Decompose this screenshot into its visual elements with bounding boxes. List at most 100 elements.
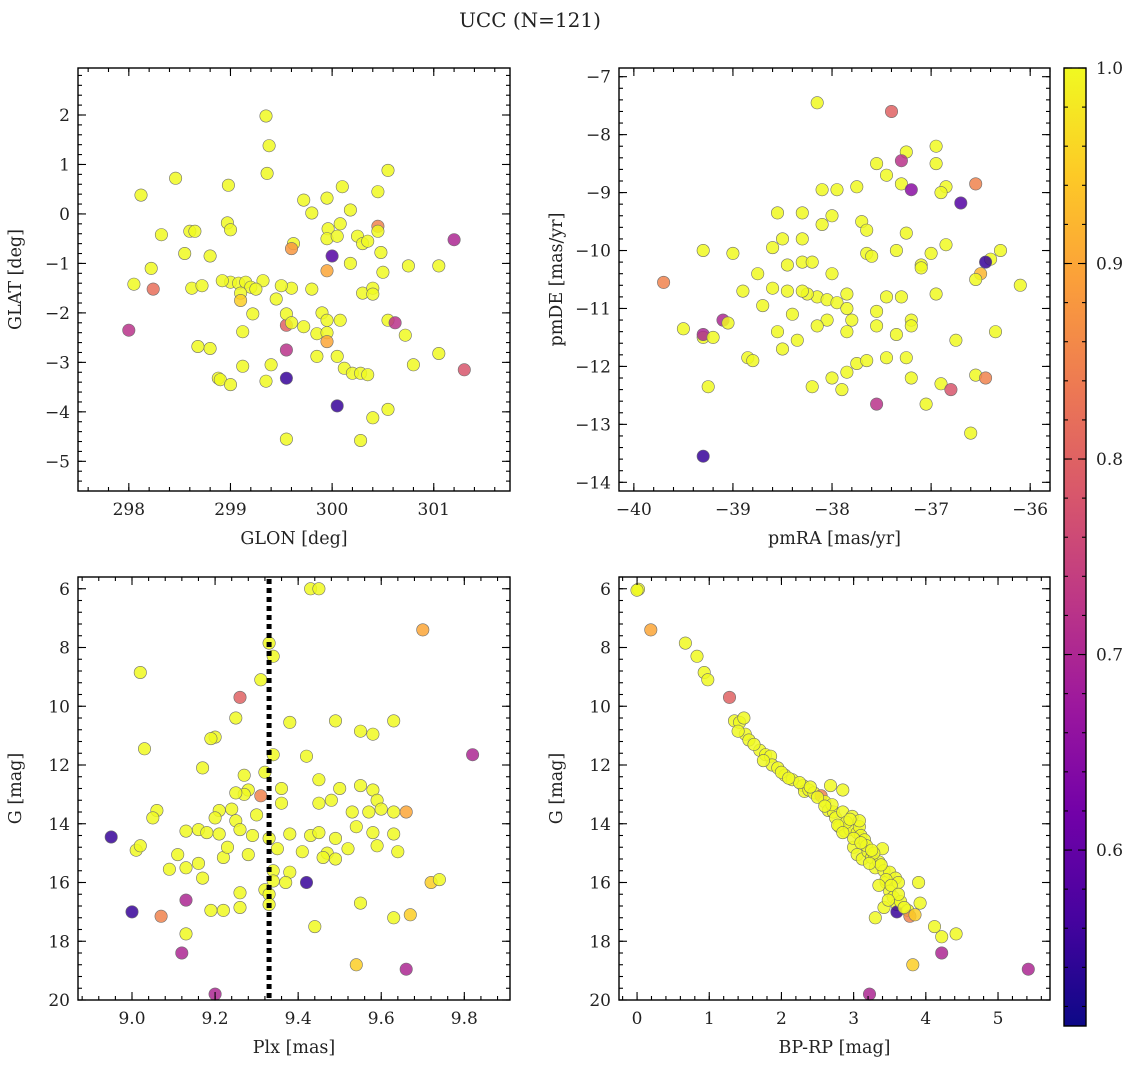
y-axis-label: G [mag] [6,753,26,824]
data-point [934,377,948,391]
data-point [870,304,884,318]
data-point [387,714,401,728]
data-point [949,333,963,347]
data-point [818,799,832,813]
data-point [836,826,850,840]
data-point [224,378,238,392]
data-point [284,316,298,330]
y-tick-label: −12 [575,357,611,377]
data-point [979,255,993,269]
data-point [785,307,799,321]
data-point [388,316,402,330]
data-point [299,749,313,763]
data-point [122,323,136,337]
data-point [196,761,210,775]
data-point [308,920,322,934]
data-point [949,927,963,941]
axes-frame [77,67,511,492]
data-point [216,903,230,917]
data-point [894,290,908,304]
x-tick-label: 300 [316,500,348,520]
y-tick-label: 6 [600,580,611,600]
data-point [146,811,160,825]
data-point [333,217,347,231]
data-point [904,319,918,333]
data-point [840,287,854,301]
data-point [865,843,879,857]
x-tick-label: 3 [848,1009,859,1029]
data-point [191,339,205,353]
x-tick-label: 1 [704,1009,715,1029]
axes-frame [618,67,1051,492]
data-point [722,690,736,704]
y-tick-label: 12 [589,756,611,776]
data-point [825,209,839,223]
data-point [815,183,829,197]
y-tick-label: −9 [586,184,611,204]
x-tick-label: 9.8 [451,1009,478,1029]
y-tick-label: −8 [586,126,611,146]
data-point [349,820,363,834]
data-point [196,871,210,885]
data-point [929,139,943,153]
data-point [343,203,357,217]
data-point [447,233,461,247]
data-point [870,397,884,411]
y-tick-label: 0 [59,205,70,225]
data-point [889,327,903,341]
data-point [312,826,326,840]
data-point [775,342,789,356]
data-point [133,839,147,853]
data-point [345,805,359,819]
y-tick-label: 10 [589,697,611,717]
data-point [353,724,367,738]
data-point [274,796,288,810]
data-point [259,109,273,123]
data-point [376,265,390,279]
data-point [192,856,206,870]
data-point [795,206,809,220]
data-point [312,773,326,787]
data-point [939,238,953,252]
data-point [236,359,250,373]
data-point [353,779,367,793]
data-point [894,177,908,191]
data-point [274,279,288,293]
data-point [179,893,193,907]
data-point [954,196,968,210]
data-point [328,852,342,866]
y-tick-label: 16 [589,874,611,894]
x-tick-label: 299 [214,500,246,520]
data-point [815,218,829,232]
data-point [169,171,183,185]
data-point [246,307,260,321]
data-point [246,828,260,842]
data-point [387,805,401,819]
data-point [295,845,309,859]
data-point [366,287,380,301]
data-point [840,325,854,339]
data-point [934,186,948,200]
y-tick-label: −4 [45,403,70,423]
colorbar-tick-label: 0.9 [1096,255,1123,275]
data-point [270,842,284,856]
data-point [179,824,193,838]
y-tick-label: −7 [586,68,611,88]
data-point [906,958,920,972]
data-point [234,293,248,307]
data-point [204,903,218,917]
data-point [387,827,401,841]
x-tick-label: 5 [993,1009,1004,1029]
data-point [283,715,297,729]
colorbar-tick-label: 0.8 [1096,450,1123,470]
data-point [676,322,690,336]
data-point [927,920,941,934]
x-tick-label: −37 [913,500,949,520]
data-point [203,341,217,355]
data-point [221,178,235,192]
data-point [387,911,401,925]
data-point [770,206,784,220]
data-point [820,313,834,327]
data-point [825,267,839,281]
data-point [328,714,342,728]
